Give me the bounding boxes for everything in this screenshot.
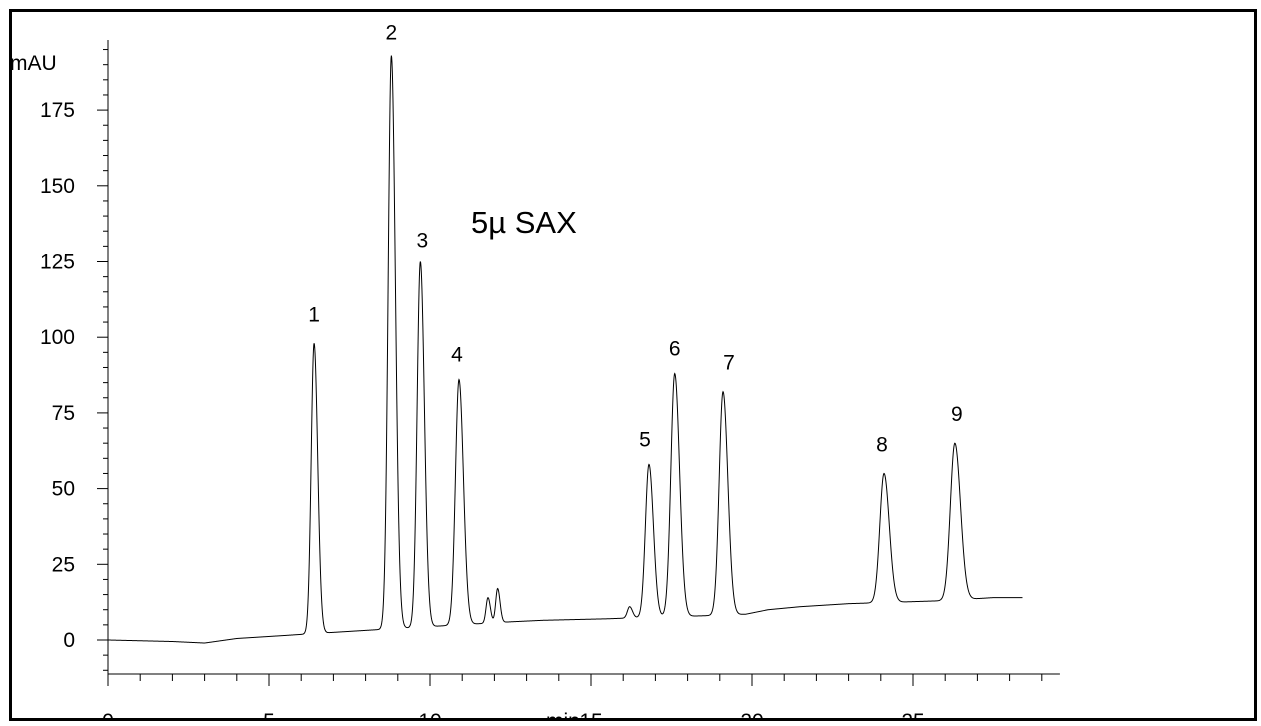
- x-axis-label: min: [546, 710, 580, 718]
- x-tick-label: 5: [263, 710, 275, 718]
- x-tick-label: 15: [579, 710, 602, 718]
- chromatogram-trace: [107, 55, 1023, 644]
- axis-tick-labels: 02550751001251501750510152025: [40, 99, 925, 718]
- peak-label-4: 4: [451, 344, 463, 367]
- y-tick-label: 50: [52, 478, 75, 501]
- y-tick-label: 175: [40, 99, 75, 122]
- y-tick-label: 125: [40, 251, 75, 274]
- peak-label-3: 3: [416, 230, 428, 253]
- y-tick-label: 25: [52, 553, 75, 576]
- x-tick-label: 25: [901, 710, 924, 718]
- peak-label-1: 1: [308, 303, 320, 326]
- x-tick-label: 10: [418, 710, 441, 718]
- y-tick-label: 75: [52, 402, 75, 425]
- peak-label-2: 2: [386, 22, 398, 45]
- chromatogram-chart: 02550751001251501750510152025 123456789 …: [12, 22, 1060, 718]
- peak-label-7: 7: [723, 352, 735, 375]
- y-tick-label: 150: [40, 175, 75, 198]
- y-axis-label: mAU: [12, 52, 57, 75]
- chart-frame: 02550751001251501750510152025 123456789 …: [9, 9, 1257, 721]
- peak-label-8: 8: [876, 433, 888, 456]
- peak-labels: 1 2 3 4 5 6 7 8 9: [308, 22, 962, 457]
- peak-label-5: 5: [639, 428, 651, 451]
- x-tick-label: 20: [740, 710, 763, 718]
- x-tick-label: 0: [102, 710, 114, 718]
- peak-label-9: 9: [951, 403, 963, 426]
- chart-title: 5µ SAX: [471, 205, 577, 240]
- peak-label-6: 6: [669, 338, 681, 361]
- axis-ticks: [97, 49, 1043, 686]
- axes: [107, 40, 1060, 675]
- y-tick-label: 100: [40, 326, 75, 349]
- y-tick-label: 0: [63, 629, 75, 652]
